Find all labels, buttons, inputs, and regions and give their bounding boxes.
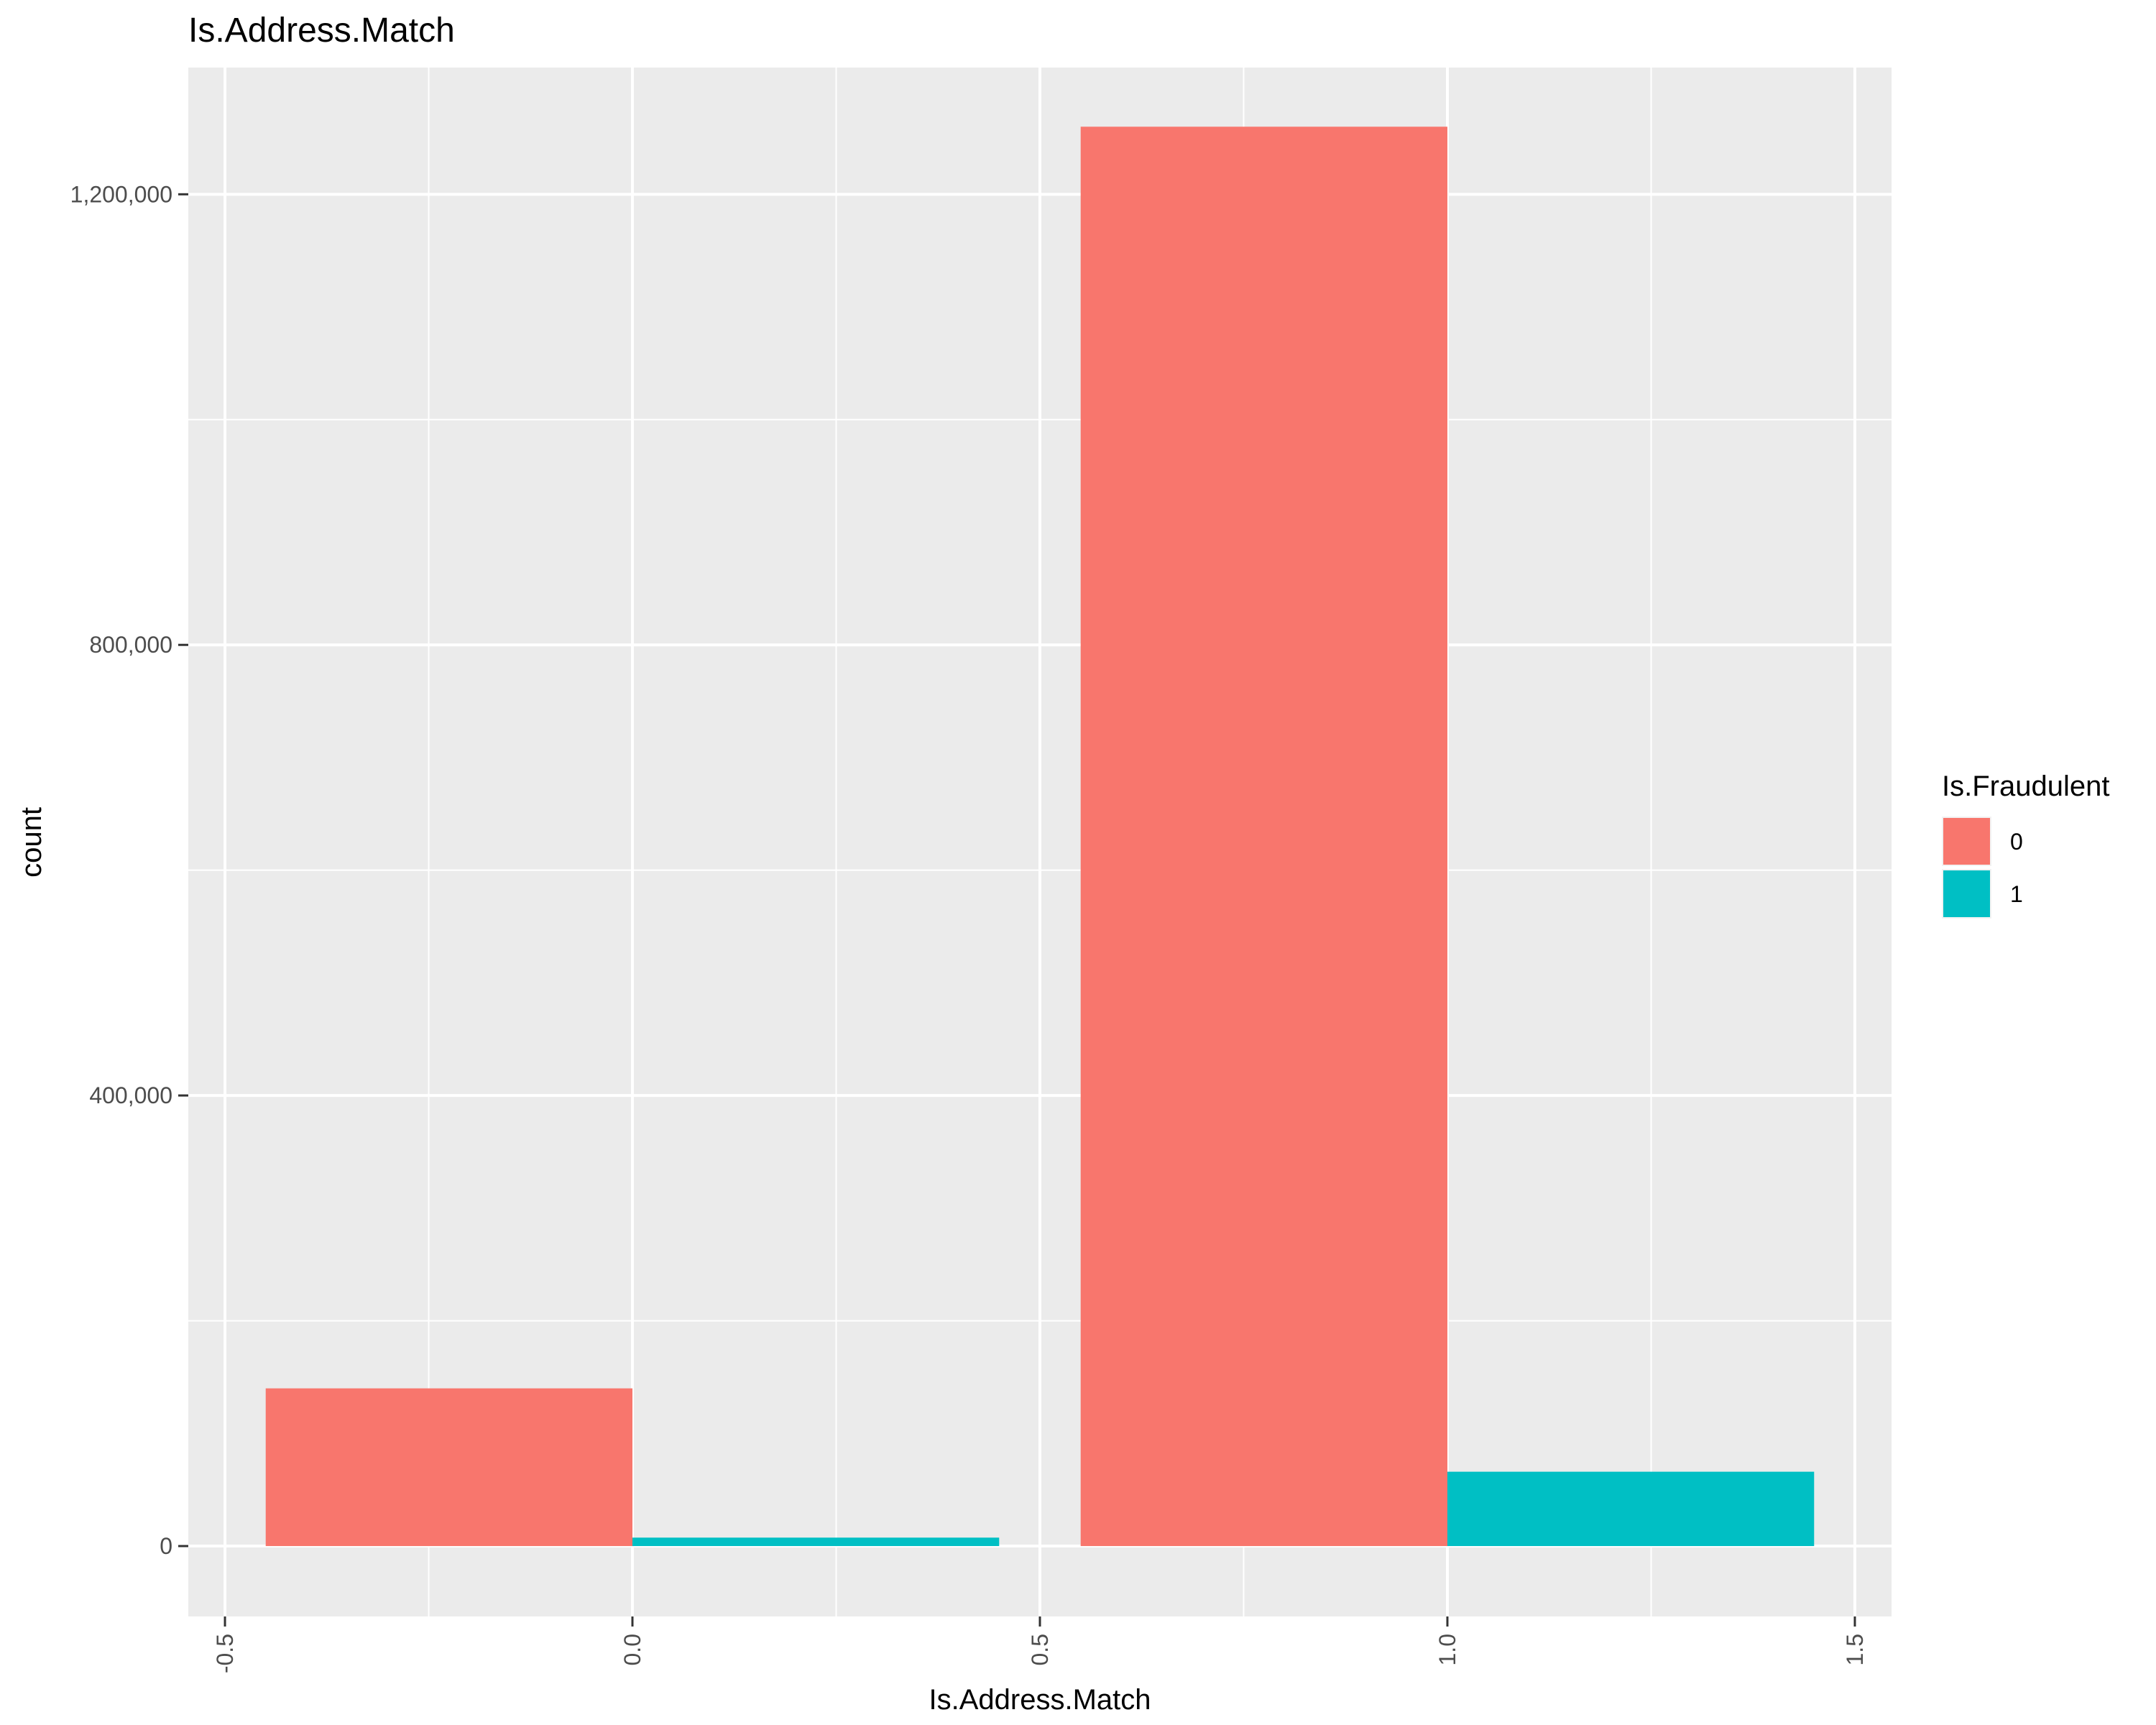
y-axis: 0 400,000 800,000 1,200,000 [70,181,188,1559]
x-axis-label: Is.Address.Match [929,1684,1151,1716]
legend-swatch-1 [1943,870,1990,917]
legend-swatch-0 [1943,818,1990,865]
y-axis-label: count [16,807,47,878]
bar-1-fraud-1 [1447,1471,1815,1547]
legend-items: 01 [1942,816,2023,919]
y-tick-label: 0 [160,1533,172,1559]
bars [265,126,1815,1547]
bar-1-fraud-0 [1080,126,1447,1547]
legend-label-0: 0 [2010,829,2023,855]
x-tick-label: 0.0 [619,1634,645,1665]
legend-label-1: 1 [2010,881,2023,907]
legend-title: Is.Fraudulent [1942,770,2109,802]
y-tick-label: 400,000 [89,1082,172,1108]
chart-title: Is.Address.Match [188,12,455,50]
bar-0-fraud-0 [265,1388,633,1547]
y-tick-label: 1,200,000 [70,181,172,207]
bar-0-fraud-1 [632,1537,1000,1547]
x-axis: -0.5 0.0 0.5 1.0 1.5 [212,1616,1868,1673]
x-tick-label: 1.5 [1842,1634,1868,1665]
legend: Is.Fraudulent 01 [1942,770,2109,919]
y-tick-label: 800,000 [89,632,172,658]
x-tick-label: 1.0 [1434,1634,1460,1665]
x-tick-label: -0.5 [212,1634,238,1673]
x-tick-label: 0.5 [1027,1634,1053,1665]
